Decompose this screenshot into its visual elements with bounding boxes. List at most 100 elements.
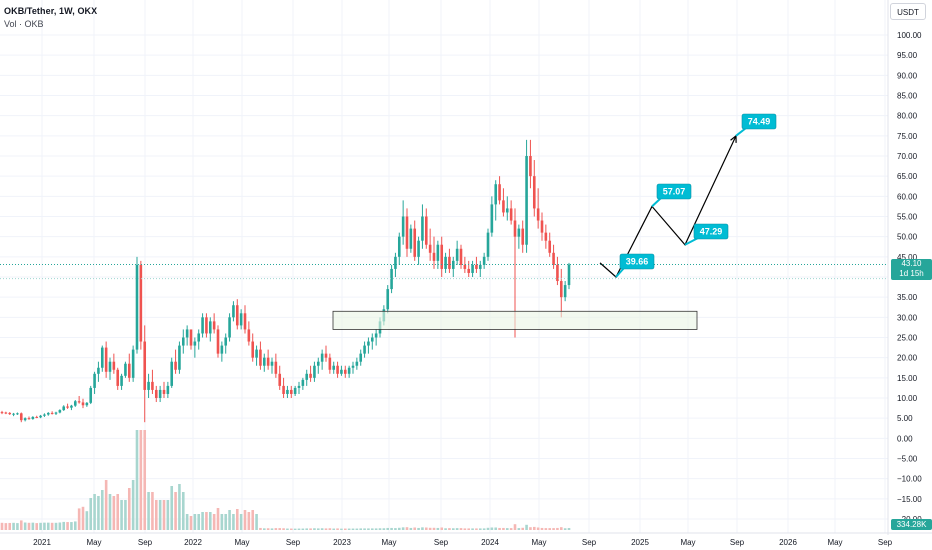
time-tick-label: 2025: [631, 538, 649, 547]
candle-body: [471, 264, 474, 273]
candle-body: [455, 248, 459, 261]
volume-bar: [509, 528, 513, 530]
volume-bar: [478, 528, 482, 530]
candle-body: [27, 418, 31, 420]
volume-bar: [471, 528, 474, 530]
candle-body: [224, 337, 228, 346]
volume-bar: [135, 430, 139, 530]
candle-body: [174, 361, 177, 370]
volume-bar: [409, 527, 413, 530]
volume-bar: [552, 528, 555, 530]
candle-body: [19, 413, 23, 421]
projection-price-label: 39.66: [626, 257, 649, 267]
candle-body: [262, 357, 266, 366]
volume-bar: [120, 500, 123, 530]
volume-bar: [374, 528, 378, 530]
candle-body: [170, 361, 174, 386]
volume-bar: [448, 528, 451, 530]
price-axis[interactable]: 100.00 95.00 90.00 85.00 80.00 75.00 70.00 65.0…: [887, 0, 922, 535]
candle-body: [201, 317, 204, 334]
candle-body: [154, 389, 158, 398]
volume-bar: [81, 506, 85, 530]
candle-body: [166, 385, 170, 394]
volume-bar: [309, 528, 312, 530]
volume-bar: [548, 528, 552, 530]
volume-bar: [154, 500, 158, 530]
candle-body: [421, 216, 424, 241]
volume-bar: [58, 522, 62, 530]
price-label-pointer: [651, 197, 662, 208]
currency-button[interactable]: USDT: [890, 3, 926, 20]
volume-bar: [436, 527, 440, 530]
candle-body: [320, 353, 324, 362]
price-label-pointer: [735, 127, 747, 137]
candle-body: [347, 367, 351, 374]
candle-body: [147, 381, 150, 390]
candle-body: [97, 367, 100, 374]
candle-body: [282, 385, 285, 394]
candle-body: [556, 264, 559, 282]
candle-body: [8, 412, 12, 415]
candle-body: [332, 365, 336, 370]
time-tick-label: Sep: [878, 538, 893, 547]
price-tick-label: 90.00: [897, 71, 918, 80]
candle-body: [270, 361, 274, 366]
candle-body: [100, 347, 104, 368]
candle-body: [548, 240, 552, 253]
candle-body: [77, 401, 81, 403]
candle-body: [50, 412, 54, 414]
candle-body: [309, 373, 312, 378]
candlestick-series: [0, 139, 571, 423]
time-tick-label: Sep: [582, 538, 597, 547]
candle-body: [367, 341, 370, 346]
candle-body: [205, 317, 208, 334]
candle-body: [297, 385, 301, 388]
time-axis[interactable]: 2021 May Sep 2022 May Sep 2023 May Sep 2024 May Sep…: [0, 532, 932, 547]
volume-bar: [151, 492, 154, 530]
volume-bar: [475, 528, 478, 530]
volume-bar: [124, 500, 127, 530]
time-tick-label: Sep: [730, 538, 745, 547]
candle-body: [274, 361, 278, 374]
volume-bar: [205, 512, 208, 530]
volume-bar: [413, 527, 417, 530]
volume-bar: [247, 512, 251, 530]
volume-bar: [459, 528, 463, 530]
volume-bar: [455, 528, 459, 530]
volume-bar: [517, 528, 521, 530]
candle-body: [278, 373, 282, 386]
candle-body: [43, 414, 46, 416]
volume-indicator-label[interactable]: Vol · OKB: [4, 19, 44, 29]
price-tick-label: 95.00: [897, 51, 918, 60]
volume-bar: [336, 528, 339, 530]
volume-bar: [467, 528, 471, 530]
candle-body: [235, 305, 239, 326]
volume-bar: [39, 522, 42, 530]
candle-body: [513, 220, 517, 237]
price-tick-label: 50.00: [897, 233, 918, 242]
volume-bar: [382, 528, 386, 530]
candle-body: [46, 412, 50, 415]
candle-body: [529, 156, 532, 177]
candle-body: [286, 389, 289, 394]
volume-bar: [313, 528, 316, 530]
candle-body: [208, 321, 212, 334]
volume-bar: [4, 523, 8, 530]
volume-bar: [544, 528, 548, 530]
symbol-title[interactable]: OKB/Tether, 1W, OKX: [4, 6, 98, 16]
volume-bar: [525, 524, 528, 530]
volume-bar: [328, 528, 332, 530]
candle-body: [127, 363, 131, 378]
time-tick-label: 2023: [333, 538, 351, 547]
candle-body: [509, 208, 513, 221]
volume-bar: [232, 514, 235, 530]
volume-bar: [270, 528, 274, 530]
candle-body: [413, 228, 417, 257]
time-tick-label: 2022: [184, 538, 202, 547]
volume-bar: [367, 528, 370, 530]
volume-bar: [46, 522, 50, 530]
candle-body: [131, 349, 135, 378]
candle-body: [228, 317, 231, 338]
candle-body: [4, 412, 8, 414]
